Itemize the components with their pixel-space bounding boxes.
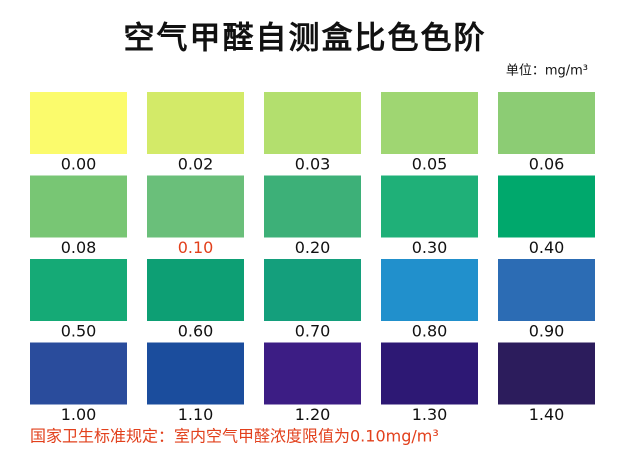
swatch-label: 0.80 bbox=[412, 322, 448, 341]
swatch-label: 0.20 bbox=[295, 238, 331, 257]
swatch-label: 1.40 bbox=[529, 405, 565, 424]
swatch-label: 0.10 bbox=[178, 238, 214, 257]
swatch bbox=[264, 92, 361, 154]
swatch bbox=[381, 175, 478, 238]
title: 空气甲醛自测盒比色色阶 bbox=[124, 21, 487, 57]
swatch-label: 1.00 bbox=[61, 405, 97, 424]
swatch bbox=[381, 342, 478, 405]
swatch bbox=[147, 175, 244, 238]
swatch bbox=[30, 259, 127, 321]
swatch-label: 0.00 bbox=[61, 155, 97, 174]
swatch-label: 1.20 bbox=[295, 405, 331, 424]
swatch-label: 0.40 bbox=[529, 238, 565, 257]
swatch bbox=[30, 92, 127, 154]
swatch-label: 0.50 bbox=[61, 322, 97, 341]
unit: 单位：mg/m³ bbox=[506, 64, 588, 79]
swatch bbox=[147, 342, 244, 405]
swatch bbox=[381, 259, 478, 321]
swatch bbox=[147, 259, 244, 321]
swatch-label: 0.08 bbox=[61, 238, 97, 257]
swatch-label: 1.30 bbox=[412, 405, 448, 424]
swatch bbox=[498, 259, 595, 321]
swatch bbox=[264, 175, 361, 238]
swatch bbox=[498, 175, 595, 238]
swatch bbox=[381, 92, 478, 154]
swatch bbox=[264, 259, 361, 321]
swatch-label: 0.06 bbox=[529, 155, 565, 174]
swatch-label: 0.02 bbox=[178, 155, 214, 174]
note: 国家卫生标准规定：室内空气甲醛浓度限值为0.10mg/m³ bbox=[30, 427, 439, 446]
swatch bbox=[30, 175, 127, 238]
swatch bbox=[498, 342, 595, 405]
swatch-label: 0.70 bbox=[295, 322, 331, 341]
swatch-label: 0.30 bbox=[412, 238, 448, 257]
swatch bbox=[147, 92, 244, 154]
swatch-label: 0.03 bbox=[295, 155, 331, 174]
swatch bbox=[264, 342, 361, 405]
swatch-label: 1.10 bbox=[178, 405, 214, 424]
swatch-label: 0.60 bbox=[178, 322, 214, 341]
swatch-label: 0.90 bbox=[529, 322, 565, 341]
swatch bbox=[30, 342, 127, 405]
swatch bbox=[498, 92, 595, 154]
swatch-label: 0.05 bbox=[412, 155, 448, 174]
